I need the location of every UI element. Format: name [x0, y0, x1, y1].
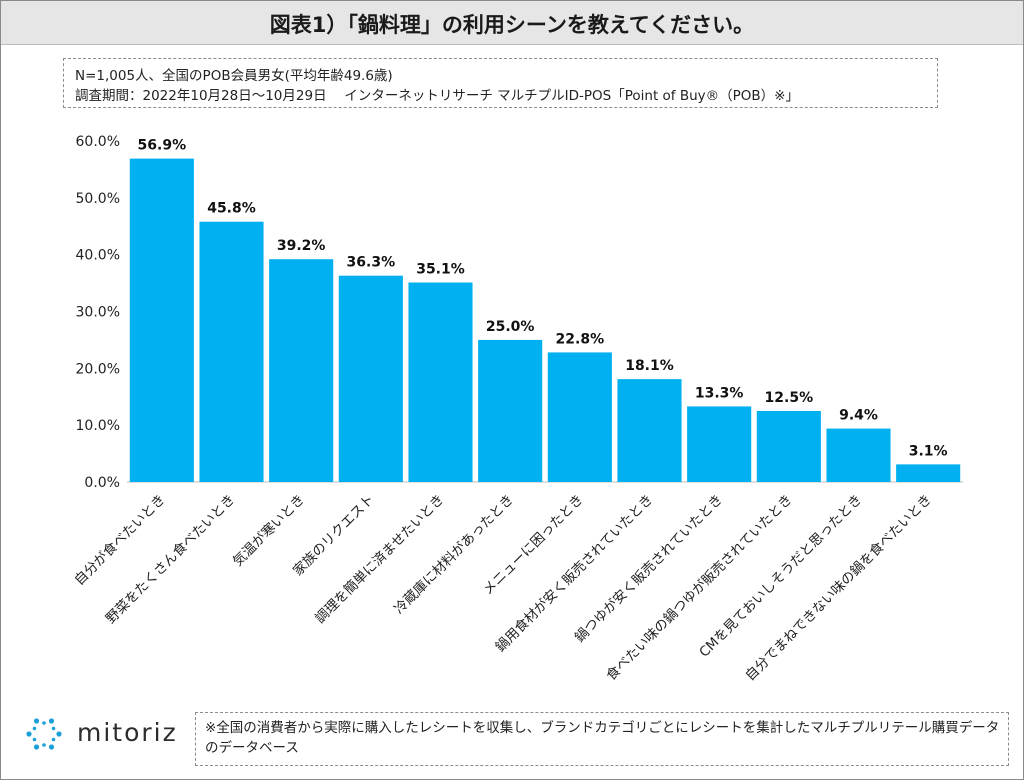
page-title: 図表1）「鍋料理」の利用シーンを教えてください。	[269, 13, 755, 37]
footnote-box: ※全国の消費者から実際に購入したレシートを収集し、ブランドカテゴリごとにレシート…	[195, 712, 1009, 766]
data-label: 56.9%	[138, 138, 187, 154]
survey-sample-text: N=1,005人、全国のPOB会員男女(平均年齢49.6歳)	[75, 68, 393, 84]
data-label: 18.1%	[625, 358, 674, 374]
bar	[269, 259, 334, 482]
data-label: 12.5%	[765, 390, 814, 406]
bar	[129, 158, 194, 482]
y-tick-label: 50.0%	[76, 191, 120, 207]
data-label: 22.8%	[556, 331, 605, 347]
y-tick-label: 30.0%	[76, 305, 120, 321]
data-label: 35.1%	[416, 262, 465, 278]
x-tick-label: 野菜をたくさん食べたいとき	[102, 491, 238, 627]
y-tick-label: 40.0%	[76, 248, 120, 264]
data-label: 39.2%	[277, 238, 326, 254]
logo-dot	[48, 744, 55, 750]
title-bar: 図表1）「鍋料理」の利用シーンを教えてください。	[1, 1, 1023, 45]
bar	[547, 352, 612, 482]
data-label: 9.4%	[839, 408, 878, 424]
data-label: 36.3%	[347, 255, 396, 271]
y-tick-label: 0.0%	[84, 475, 120, 491]
survey-info-box: N=1,005人、全国のPOB会員男女(平均年齢49.6歳) 調査期間：2022…	[63, 58, 938, 108]
data-label: 25.0%	[486, 319, 535, 335]
footnote-text: ※全国の消費者から実際に購入したレシートを収集し、ブランドカテゴリごとにレシート…	[205, 720, 1000, 756]
bar	[896, 464, 961, 482]
bar	[756, 410, 821, 482]
mitoriz-logo: mitoriz	[22, 714, 182, 754]
y-tick-label: 60.0%	[76, 134, 120, 150]
logo-dot	[33, 718, 40, 724]
bar	[478, 339, 543, 482]
x-tick-label: 冷蔵庫に材料があったとき	[391, 492, 517, 618]
x-tick-label: 気温が寒いとき	[229, 491, 308, 570]
bar	[826, 428, 891, 482]
x-tick-label: 調理を簡単に済ませたいとき	[312, 492, 447, 627]
logo-dot	[56, 731, 62, 737]
logo-text: mitoriz	[77, 718, 178, 747]
data-label: 45.8%	[207, 201, 256, 217]
data-label: 13.3%	[695, 385, 744, 401]
logo-dot	[33, 744, 40, 750]
bar	[617, 379, 682, 482]
logo-dot	[32, 737, 37, 742]
x-tick-label: 鍋つゆが安く販売されていたとき	[572, 492, 726, 646]
bar	[338, 275, 403, 482]
bar	[408, 282, 473, 482]
logo-dot	[42, 721, 46, 725]
bar	[687, 406, 752, 482]
survey-period-text: 調査期間：2022年10月28日～10月29日 インターネットリサーチ マルチプ…	[75, 88, 799, 104]
logo-dot	[32, 726, 37, 731]
y-tick-label: 10.0%	[76, 418, 120, 434]
logo-dot	[26, 731, 32, 737]
x-tick-label: 鍋用食材が安く販売されていたとき	[492, 491, 656, 655]
bar	[199, 221, 264, 482]
y-tick-label: 20.0%	[76, 361, 120, 377]
logo-dot	[51, 737, 56, 742]
logo-dot	[42, 743, 46, 747]
sun-dots-icon	[26, 718, 62, 750]
logo-dot	[51, 726, 56, 731]
bar-chart: 0.0%10.0%20.0%30.0%40.0%50.0%60.0% 56.9%自…	[71, 134, 963, 684]
logo-dot	[48, 718, 55, 724]
data-label: 3.1%	[909, 443, 948, 459]
